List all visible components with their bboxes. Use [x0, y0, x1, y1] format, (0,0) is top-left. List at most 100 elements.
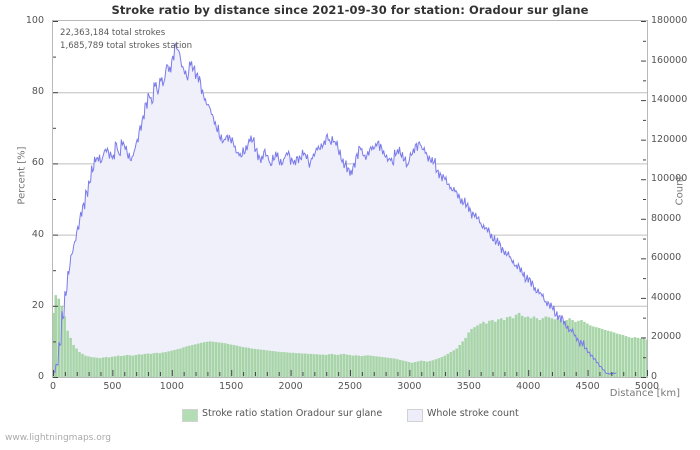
bar: [571, 320, 574, 377]
x-axis-tick: 2500: [337, 381, 363, 392]
bar: [449, 352, 453, 377]
bar: [606, 330, 610, 377]
bar: [416, 361, 420, 377]
bar: [639, 338, 643, 377]
bar: [336, 354, 340, 377]
bar: [306, 353, 310, 377]
bar: [250, 348, 254, 377]
bar: [69, 337, 72, 377]
bar: [75, 348, 78, 377]
bar: [526, 316, 530, 377]
bar: [122, 355, 126, 377]
bar: [274, 351, 277, 377]
bar: [547, 317, 551, 377]
bar: [259, 349, 262, 377]
bar: [523, 317, 527, 377]
bar: [271, 351, 274, 377]
bar: [140, 354, 144, 377]
bar: [514, 314, 518, 377]
bar: [401, 360, 405, 377]
whole-stroke-count-line: [53, 42, 617, 375]
bar: [300, 353, 304, 377]
footer-credit: www.lightningmaps.org: [5, 433, 111, 443]
bar: [78, 352, 81, 377]
x-axis-tick: 4000: [516, 381, 541, 392]
bar: [615, 333, 619, 377]
bar: [630, 337, 634, 377]
total-strokes-station-line: 1,685,789 total strokes station: [60, 40, 193, 51]
bar: [194, 344, 197, 377]
bar: [597, 327, 601, 377]
bar: [624, 336, 628, 377]
bar: [99, 358, 102, 377]
bar: [511, 318, 515, 377]
bar: [182, 347, 185, 377]
bar: [211, 341, 215, 377]
bar: [360, 355, 363, 377]
bar: [208, 341, 212, 377]
bar: [363, 355, 366, 377]
bar: [381, 357, 384, 377]
bar: [505, 317, 509, 377]
bar: [134, 354, 138, 377]
bar: [553, 319, 556, 377]
bar: [283, 352, 286, 377]
bar: [532, 316, 536, 377]
bar: [197, 343, 200, 377]
bar: [485, 323, 488, 377]
bar: [627, 337, 631, 377]
bar: [93, 357, 96, 377]
bar: [425, 361, 429, 377]
bar: [345, 354, 349, 377]
bar: [413, 362, 417, 377]
bar: [458, 344, 461, 377]
bar: [149, 353, 153, 377]
bar: [491, 320, 494, 377]
chart-legend: Stroke ratio station Oradour sur glane Wh…: [0, 407, 700, 425]
bar: [167, 351, 170, 377]
bar: [342, 353, 346, 377]
bar: [268, 350, 271, 377]
bar: [479, 323, 482, 377]
bar: [315, 354, 319, 377]
bar: [295, 353, 298, 377]
bar: [488, 320, 491, 377]
bar: [621, 334, 625, 377]
bar: [173, 349, 176, 377]
chart-title: Stroke ratio by distance since 2021-09-3…: [111, 3, 589, 17]
bar: [113, 356, 117, 377]
bar: [226, 343, 230, 377]
bar: [116, 355, 120, 377]
bar: [565, 320, 568, 377]
bar: [473, 327, 476, 377]
bar: [119, 355, 123, 377]
y-axis-left-label: Percent [%]: [16, 146, 28, 205]
bar: [60, 305, 63, 377]
y-axis-right-tick: 120000: [651, 133, 688, 145]
bar: [407, 362, 411, 377]
bar: [461, 341, 464, 377]
plot-svg: [53, 42, 647, 377]
bar: [541, 318, 545, 377]
bar: [152, 353, 156, 377]
bar: [318, 354, 322, 377]
plot-area: [52, 20, 648, 378]
x-axis-tick: 1500: [219, 381, 244, 392]
bar: [191, 344, 194, 377]
bar: [185, 346, 188, 377]
bar: [125, 354, 129, 377]
y-axis-left-tick: 0: [37, 371, 44, 382]
bar: [244, 347, 248, 377]
bar: [502, 320, 506, 377]
y-axis-left-tick: 100: [25, 15, 44, 26]
bar: [131, 355, 135, 377]
bar: [63, 316, 66, 377]
bar: [464, 337, 467, 377]
x-axis-label: Distance [km]: [609, 388, 680, 399]
bar: [410, 362, 414, 377]
bar: [90, 357, 93, 377]
bar: [384, 357, 387, 377]
bar: [348, 354, 352, 377]
y-axis-left-tick: 60: [31, 157, 44, 169]
total-strokes-line: 22,363,184 total strokes: [60, 28, 166, 38]
